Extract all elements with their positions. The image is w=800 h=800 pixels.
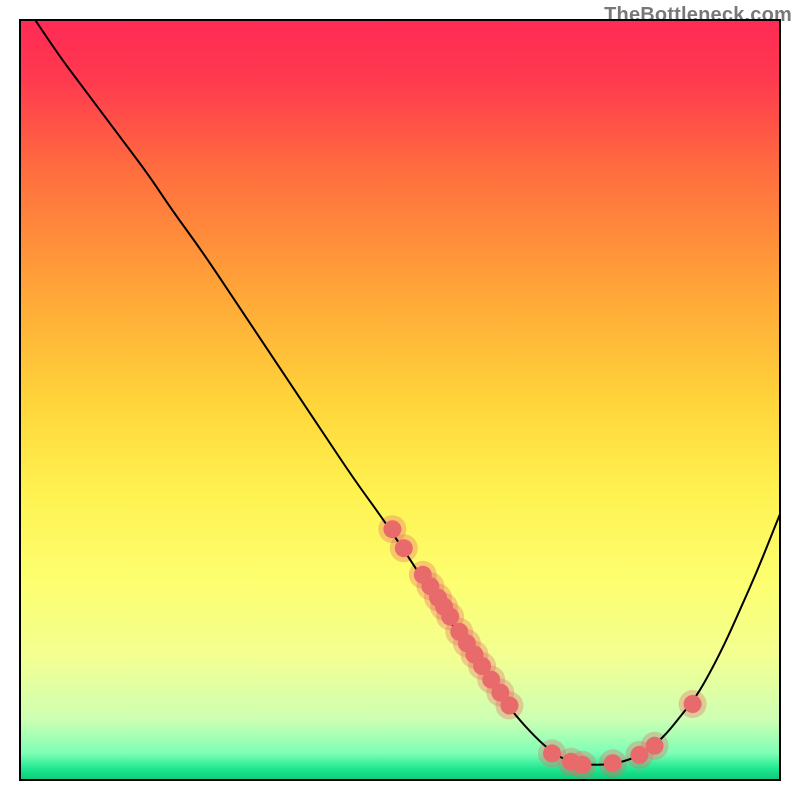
chart-svg [0,0,800,800]
data-marker [630,746,648,764]
data-marker [604,754,622,772]
data-marker [573,756,591,774]
watermark-text: TheBottleneck.com [604,4,792,27]
data-marker [500,697,518,715]
bottleneck-chart: TheBottleneck.com [0,0,800,800]
data-marker [395,539,413,557]
data-marker [543,744,561,762]
data-marker [646,737,664,755]
data-marker [383,520,401,538]
plot-background [20,20,780,780]
data-marker [441,608,459,626]
data-marker [684,695,702,713]
